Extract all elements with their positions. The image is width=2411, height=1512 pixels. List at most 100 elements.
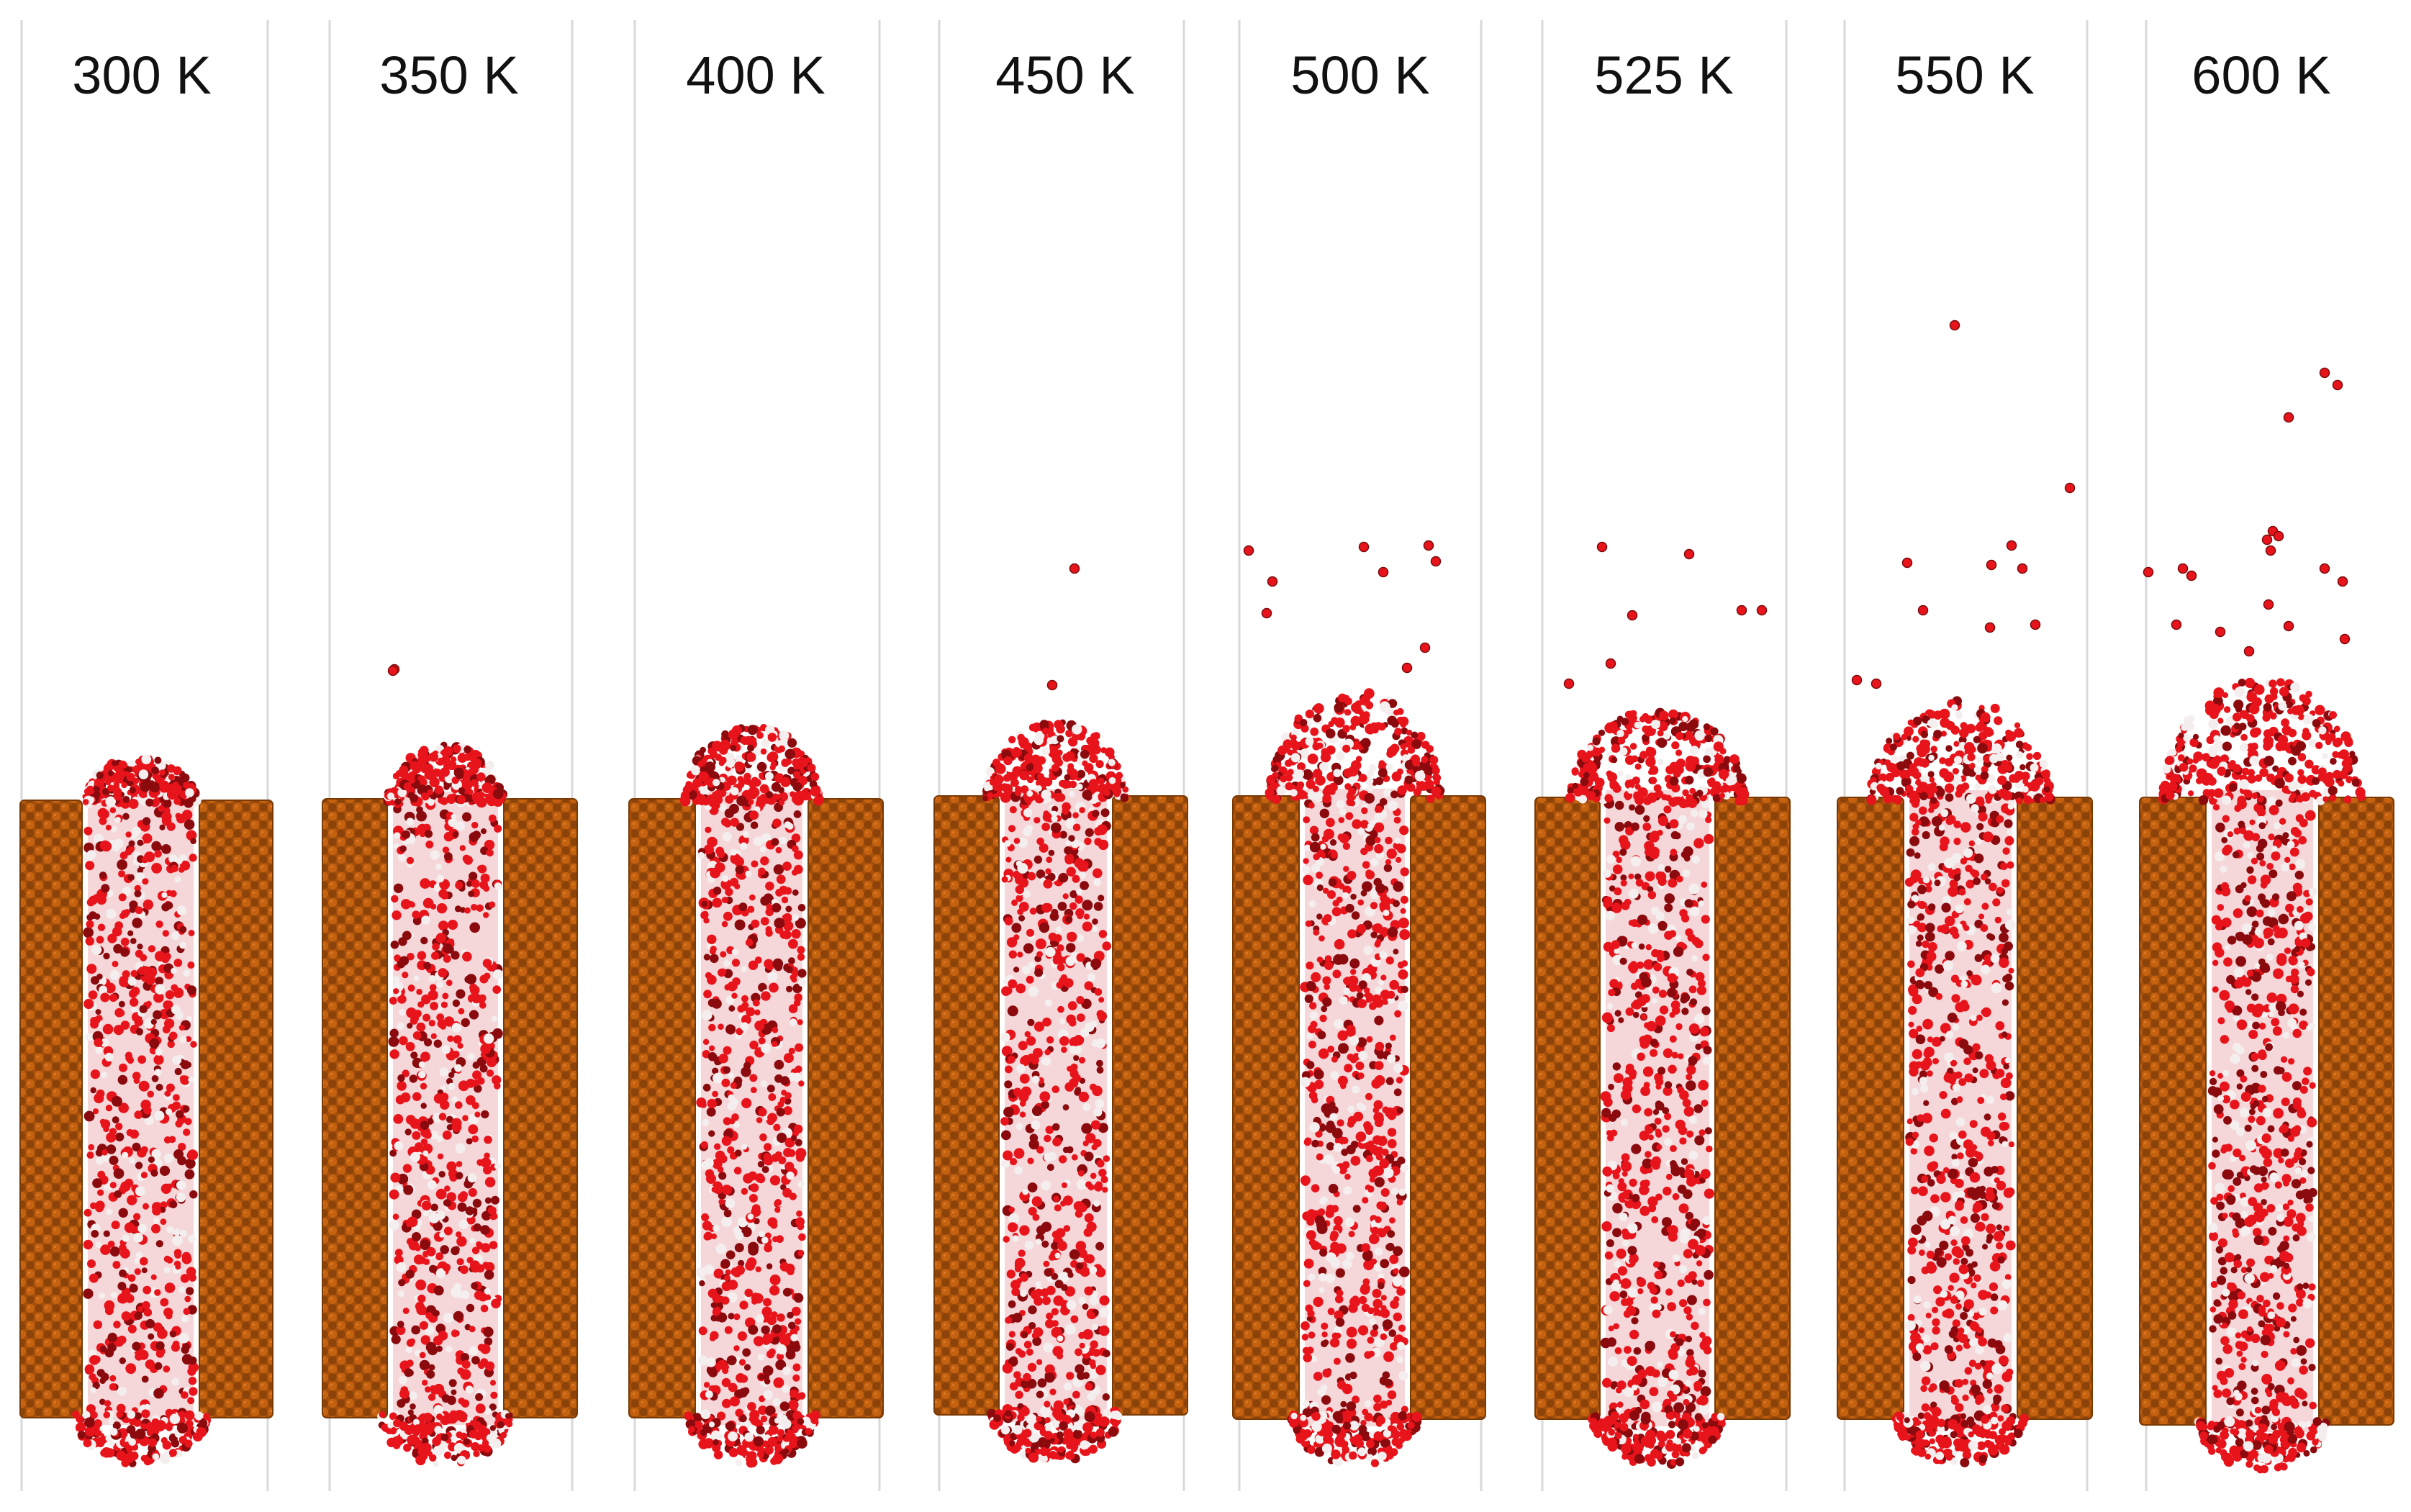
water-molecule [1098,895,1105,902]
water-molecule [397,995,407,1004]
water-molecule [1011,1287,1021,1296]
water-molecule [1387,1230,1396,1238]
water-molecule [718,1054,728,1064]
water-molecule [797,1418,805,1426]
water-molecule [1336,1289,1344,1297]
water-molecule [728,1313,735,1320]
water-molecule [466,1095,476,1105]
water-molecule [1309,1122,1320,1133]
water-molecule [1001,1130,1011,1141]
water-molecule [1041,727,1049,735]
water-molecule [491,1195,499,1205]
water-molecule [1085,1133,1096,1144]
water-molecule [1306,981,1316,992]
water-molecule [433,1445,444,1456]
water-molecule [1076,953,1085,962]
water-molecule [179,925,187,933]
water-molecule [688,1426,695,1433]
water-molecule [759,1395,766,1403]
water-molecule [96,1439,105,1448]
water-molecule [1307,1209,1316,1218]
water-molecule [1092,810,1100,818]
water-molecule [433,1039,442,1048]
water-molecule [1398,1324,1406,1332]
water-molecule [790,1135,797,1141]
water-molecule [122,970,130,979]
water-molecule [1318,1048,1329,1059]
water-molecule [427,789,433,796]
water-molecule [719,804,727,812]
water-molecule [773,864,784,875]
water-molecule [770,761,777,768]
water-molecule [1075,1364,1085,1375]
water-molecule [1028,1305,1037,1315]
water-molecule [1009,1382,1018,1391]
water-molecule [1051,822,1062,833]
water-molecule [1062,893,1069,900]
water-molecule [120,1181,131,1192]
water-molecule [482,959,492,968]
water-molecule [1000,1159,1010,1169]
water-molecule [713,789,723,800]
water-molecule [469,1326,476,1333]
water-molecule [169,1200,178,1208]
water-molecule [77,1431,86,1439]
water-molecule [783,1106,792,1115]
water-molecule [1015,1390,1023,1399]
water-molecule [749,894,756,901]
water-molecule [194,1411,204,1421]
water-molecule [162,930,169,937]
water-molecule [761,991,771,1001]
water-molecule [183,1308,191,1316]
water-molecule [707,1098,717,1108]
water-molecule [1323,887,1329,895]
water-molecule [117,1282,127,1291]
water-molecule [393,1114,404,1124]
water-molecule [1385,1042,1392,1049]
water-molecule [122,796,130,803]
water-molecule [175,812,181,819]
water-molecule [740,842,748,850]
water-molecule [466,1303,475,1313]
water-molecule [113,943,123,954]
water-molecule [741,1067,751,1077]
water-molecule [1380,1188,1390,1197]
water-molecule [1093,868,1103,879]
water-molecule [698,771,710,782]
water-molecule [1018,1249,1026,1257]
water-molecule [1072,823,1081,832]
water-molecule [1398,716,1409,727]
water-molecule [1108,759,1116,766]
water-molecule [1041,1056,1051,1066]
water-molecule [1316,956,1324,963]
water-molecule [751,1293,761,1303]
water-molecule [489,1403,497,1411]
water-molecule [456,989,466,999]
water-molecule [1355,1061,1365,1071]
water-molecule [748,1171,758,1181]
water-molecule [1076,783,1083,790]
water-molecule [1349,958,1360,969]
water-molecule [143,1285,152,1295]
water-molecule [792,771,801,779]
water-molecule [1090,1120,1101,1130]
water-molecule [766,1085,775,1092]
water-molecule [791,929,801,939]
water-molecule [754,956,762,964]
water-molecule [1089,1311,1095,1318]
water-molecule [116,1403,126,1413]
water-molecule [1063,1382,1072,1391]
water-molecule [407,1238,415,1246]
water-molecule [389,1412,397,1421]
water-molecule [492,985,501,994]
water-molecule [1080,881,1089,890]
water-molecule [154,850,162,858]
water-molecule [684,1411,693,1421]
water-molecule [769,1426,779,1435]
water-molecule [141,856,148,864]
water-molecule [783,920,794,931]
water-molecule [488,1206,497,1215]
water-molecule [85,936,94,946]
water-molecule [1072,874,1080,883]
water-molecule [729,1396,740,1407]
